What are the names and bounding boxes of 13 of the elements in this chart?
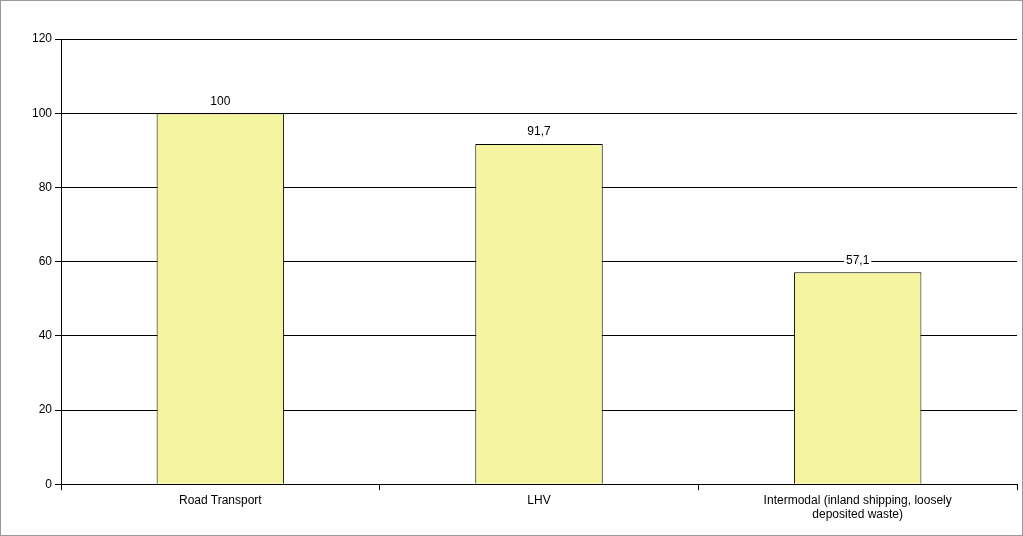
- y-tick-label: 40: [38, 328, 53, 343]
- x-tick-label: Intermodal (inland shipping, loosely deposited waste): [763, 492, 952, 522]
- y-tick-label: 60: [38, 253, 53, 268]
- y-tick-label: 120: [31, 31, 53, 46]
- x-tick-label: Road Transport: [178, 492, 263, 507]
- y-tick-label: 20: [38, 402, 53, 417]
- y-tick-label: 100: [31, 105, 53, 120]
- data-label: 100: [210, 93, 231, 108]
- data-label: 57,1: [845, 252, 870, 267]
- y-tick-label: 80: [38, 179, 53, 194]
- x-tick-label: LHV: [527, 492, 551, 507]
- data-label: 91,7: [527, 124, 552, 139]
- y-tick-label: 0: [45, 476, 53, 491]
